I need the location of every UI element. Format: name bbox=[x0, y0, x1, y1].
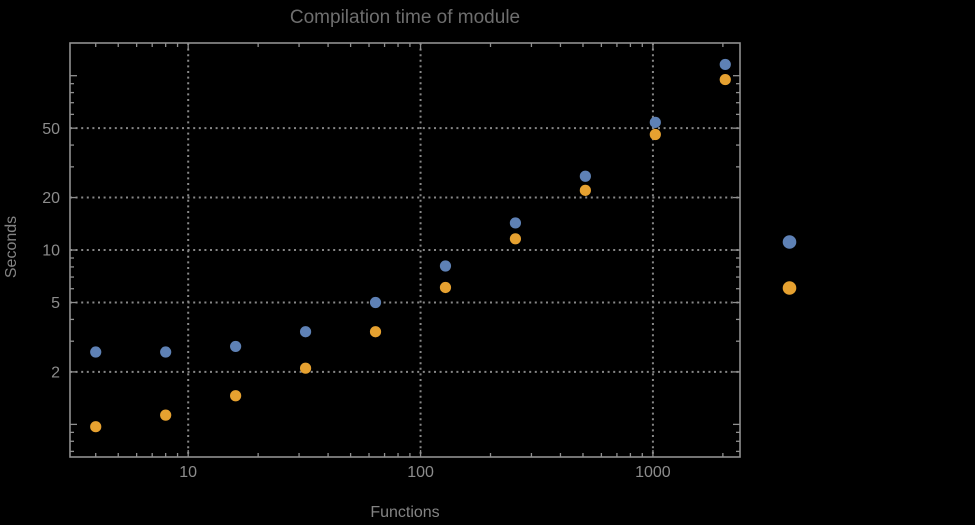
series-blue-point bbox=[509, 217, 522, 229]
series-orange-point bbox=[719, 73, 731, 86]
series-blue-point bbox=[579, 170, 591, 182]
y-tick-label: 5 bbox=[51, 295, 60, 312]
legend bbox=[782, 235, 797, 295]
y-tick-label: 50 bbox=[42, 121, 60, 138]
frame-rect bbox=[69, 42, 741, 458]
series-orange-point bbox=[299, 362, 312, 374]
series-blue-point bbox=[160, 346, 172, 358]
series-blue-point bbox=[90, 346, 102, 358]
series-orange-legend-marker bbox=[782, 281, 797, 295]
series-blue-legend-marker bbox=[782, 235, 797, 249]
series-orange-point bbox=[90, 421, 102, 433]
x-axis-label: Functions bbox=[370, 504, 439, 521]
series-orange-point bbox=[230, 390, 242, 402]
x-tick-label: 10 bbox=[179, 464, 197, 481]
gridlines bbox=[70, 43, 740, 457]
series-blue-point bbox=[719, 58, 731, 71]
y-axis-label: Seconds bbox=[3, 216, 20, 278]
series-blue-point bbox=[369, 296, 382, 309]
series-blue-point bbox=[439, 260, 452, 272]
series-orange-point bbox=[439, 281, 452, 294]
series-blue-point bbox=[230, 340, 242, 353]
plot-frame bbox=[69, 42, 741, 458]
x-tick-label: 100 bbox=[407, 464, 434, 481]
data-points bbox=[90, 58, 731, 433]
y-tick-label: 20 bbox=[42, 190, 60, 207]
x-tick-label: 1000 bbox=[635, 464, 671, 481]
series-orange-point bbox=[649, 128, 661, 141]
tick-labels: 10 100 1000 2 5 10 20 50 bbox=[42, 121, 671, 481]
series-orange-point bbox=[369, 326, 382, 338]
series-orange-point bbox=[160, 409, 172, 421]
series-blue-point bbox=[649, 116, 661, 128]
chart-title: Compilation time of module bbox=[290, 7, 520, 28]
y-tick-label: 2 bbox=[51, 364, 60, 381]
series-blue-point bbox=[299, 326, 312, 338]
axis-ticks bbox=[70, 43, 740, 457]
series-orange-point bbox=[509, 233, 522, 245]
y-tick-label: 10 bbox=[42, 243, 60, 260]
series-orange-point bbox=[579, 184, 591, 196]
